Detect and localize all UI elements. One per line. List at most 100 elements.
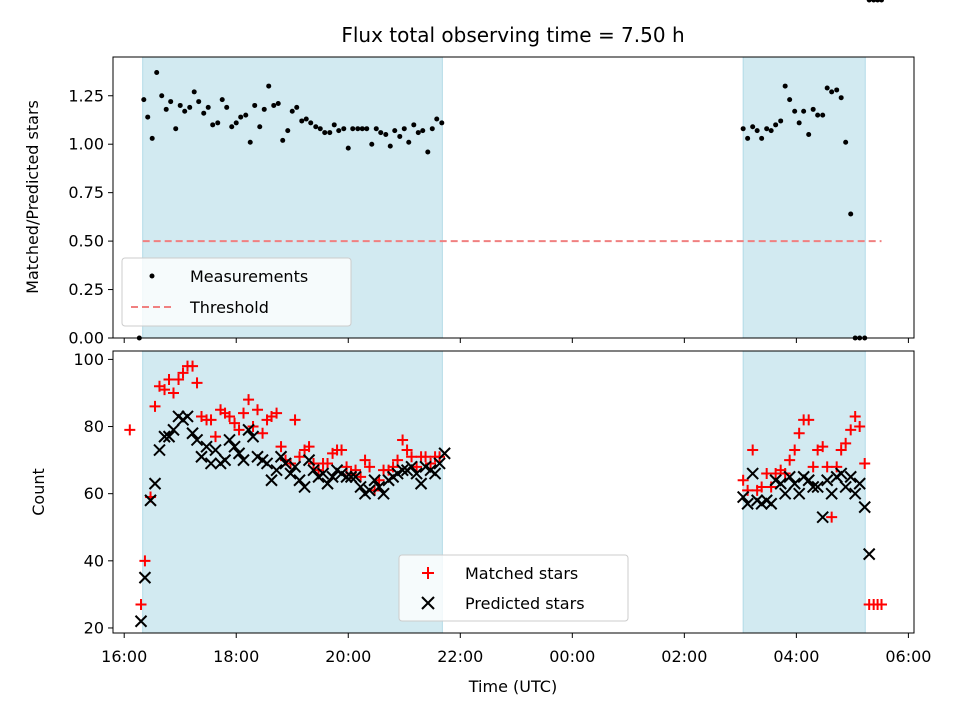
measurement-point [145,114,151,120]
measurement-point [219,97,225,103]
measurement-point [782,83,788,89]
measurement-point [275,101,281,107]
measurement-point [871,0,877,3]
matched-star-point [149,400,161,412]
measurement-point [373,126,379,132]
predicted-star-point [242,423,255,437]
measurement-point [387,143,393,149]
measurement-point [177,102,183,108]
top-y-tick-label: 0.50 [68,232,104,251]
matched-star-point [420,451,432,463]
predicted-star-point [764,497,778,510]
predicted-star-point [811,480,824,494]
matched-star-point [831,461,843,473]
measurement-point [378,130,384,136]
bottom-y-axis-label: Count [29,468,48,516]
predicted-star-point [802,474,815,487]
measurement-point [796,120,802,126]
matched-star-point [124,424,136,436]
measurement-point [411,122,417,128]
measurement-point [350,126,356,132]
measurement-point [327,130,333,136]
measurement-point [420,128,426,134]
predicted-star-point [844,470,857,484]
matched-star-point [159,384,171,396]
measurement-point [299,118,305,124]
measurement-point [824,85,830,91]
bottom-y-tick-label: 80 [84,417,104,436]
predicted-star-point [209,443,222,457]
matched-star-point [826,511,838,523]
top-legend-box [121,257,352,327]
predicted-star-point [816,510,829,524]
measurement-point [159,93,165,99]
measurement-point [829,89,835,95]
matched-star-point [854,421,866,433]
x-axis-label: Time (UTC) [468,677,557,696]
matched-star-point [229,417,241,429]
top-y-axis-label: Matched/Predicted stars [23,100,42,294]
matched-star-point [387,461,399,473]
measurement-point [224,104,230,110]
measurement-point [879,0,885,3]
predicted-star-point [228,440,241,453]
measurement-point [740,126,746,132]
predicted-star-point [820,474,834,487]
matched-star-point [845,424,857,436]
measurement-point [355,126,361,132]
predicted-star-point [134,615,148,628]
predicted-star-point [260,457,274,470]
measurement-point [750,124,756,130]
measurement-point [163,106,169,112]
matched-star-point [793,427,805,439]
measurement-point [252,102,258,108]
predicted-star-point [293,474,306,487]
matched-star-point [294,451,306,463]
predicted-star-point [162,430,176,443]
measurement-point [313,124,319,130]
matched-star-point [835,444,847,456]
bottom-legend-box [398,554,629,622]
measurement-point [834,87,840,93]
measurement-point [210,122,216,128]
predicted-star-point [438,447,451,460]
bottom-legend: Matched stars Predicted stars [398,554,629,622]
matched-star-point [737,474,749,486]
predicted-star-point [788,477,801,490]
measurement-point [168,99,174,105]
matched-star-point [187,360,199,372]
matched-star-point [425,457,437,469]
matched-star-point [807,461,819,473]
top-legend: Measurements Threshold [121,257,352,327]
measurement-point [843,139,849,145]
predicted-star-point [834,467,848,480]
predicted-star-point [232,447,246,460]
measurement-point [764,126,770,132]
predicted-star-point [204,457,218,470]
bottom-y-ticks: 20 40 60 80 100 [73,350,113,637]
matched-star-point [336,444,348,456]
predicted-star-point [839,480,852,494]
bottom-y-tick-label: 20 [84,618,104,637]
matched-star-point [252,404,264,416]
predicted-star-point [433,457,446,470]
predicted-star-point [218,453,232,467]
matched-star-point [859,457,871,469]
measurement-point [778,118,784,124]
measurement-point [261,106,267,112]
x-tick-label: 06:00 [885,647,931,666]
x-tick-label: 00:00 [549,647,595,666]
measurement-point [810,106,816,112]
matched-star-point [205,414,217,426]
measurement-point [848,211,854,217]
matched-star-point [756,481,768,493]
predicted-star-point [848,487,862,500]
bottom-axes-frame [112,350,915,634]
bottom-y-tick-label: 40 [84,551,104,570]
predicted-star-point [148,477,162,490]
matched-star-point [238,407,250,419]
measurement-point [792,108,798,114]
predicted-star-point [853,477,866,490]
measurement-point [415,130,421,136]
matched-star-point [849,410,861,422]
